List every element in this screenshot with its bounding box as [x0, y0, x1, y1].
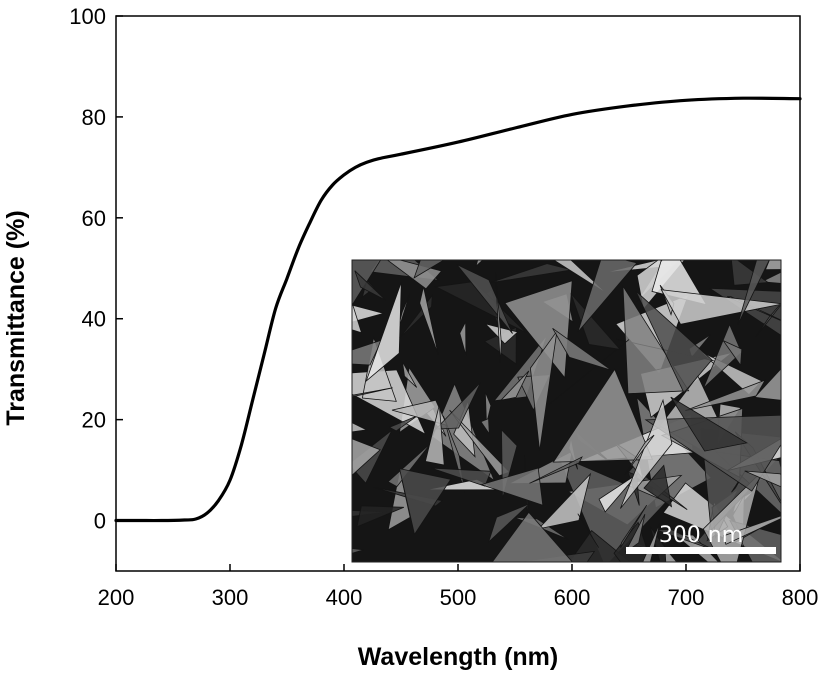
sem-facet — [598, 473, 639, 513]
sem-facet — [642, 523, 661, 562]
y-axis-ticks — [116, 15, 123, 522]
sem-facet — [755, 302, 781, 337]
sem-facet — [495, 272, 502, 363]
sem-facet — [723, 515, 781, 545]
sem-inset-image — [301, 206, 781, 599]
sem-facet — [529, 456, 583, 484]
x-axis-ticks — [115, 564, 801, 571]
sem-inset-border — [351, 259, 782, 563]
sem-facet — [365, 281, 402, 383]
x-tick-label: 600 — [554, 585, 591, 610]
sem-facet — [643, 464, 673, 508]
sem-facet — [386, 260, 443, 290]
sem-facet — [352, 339, 383, 366]
y-tick-label: 0 — [94, 509, 106, 534]
x-axis-title: Wavelength (nm) — [358, 643, 558, 671]
sem-facet — [552, 368, 653, 463]
sem-facet — [419, 286, 439, 355]
sem-facet — [744, 470, 781, 488]
x-tick-label: 800 — [782, 585, 819, 610]
sem-facet — [484, 391, 492, 425]
sem-facet — [301, 503, 317, 599]
sem-facet — [352, 301, 363, 334]
sem-facet — [660, 289, 781, 325]
sem-facet — [499, 370, 530, 401]
sem-facet — [336, 474, 350, 529]
sem-facet — [475, 260, 484, 268]
sem-facet — [352, 387, 393, 398]
sem-facet — [391, 399, 448, 427]
sem-facet — [352, 548, 364, 554]
y-axis-title: Transmittance (%) — [2, 210, 30, 425]
sem-facet — [504, 280, 573, 379]
sem-facet — [352, 438, 381, 476]
sem-facet — [660, 260, 663, 263]
sem-facet — [624, 434, 655, 476]
sem-facet — [760, 271, 781, 284]
sem-facet — [356, 505, 405, 528]
sem-facet — [354, 270, 387, 301]
y-axis-tick-labels: 0 20 40 60 80 100 — [69, 4, 106, 534]
sem-facet — [537, 472, 592, 530]
y-tick-label: 60 — [82, 206, 106, 231]
sem-facet — [577, 260, 638, 333]
sem-facet — [753, 368, 781, 401]
x-axis-tick-labels: 200 300 400 500 600 700 800 — [98, 585, 819, 610]
sem-facet — [487, 503, 531, 544]
x-tick-label: 300 — [212, 585, 249, 610]
sem-facet — [484, 323, 519, 345]
sem-facet — [352, 422, 368, 433]
sem-facet — [337, 206, 374, 259]
sem-facet — [489, 263, 572, 284]
sem-facet — [491, 511, 573, 562]
sem-facet — [434, 382, 481, 430]
sem-facet — [722, 339, 743, 367]
sem-facet — [388, 415, 418, 432]
sem-facet — [685, 379, 767, 411]
y-tick-label: 100 — [69, 4, 106, 29]
sem-facet — [304, 517, 341, 591]
sem-facet — [529, 330, 558, 451]
sem-facet — [402, 361, 418, 388]
y-tick-label: 80 — [82, 105, 106, 130]
sem-facet — [431, 467, 492, 487]
sem-facet — [620, 504, 648, 548]
sem-facet — [670, 396, 748, 452]
sem-facet — [398, 468, 452, 536]
x-tick-label: 700 — [668, 585, 705, 610]
sem-facet — [553, 260, 608, 294]
sem-facet — [549, 339, 630, 405]
sem-facet — [479, 467, 544, 506]
sem-facet — [764, 260, 781, 271]
sem-facet — [424, 404, 445, 466]
y-tick-label: 40 — [82, 307, 106, 332]
sem-facet — [387, 442, 432, 488]
sem-facet — [480, 418, 490, 436]
scale-bar-label: 300 nm — [659, 523, 743, 548]
scale-bar — [626, 547, 776, 554]
x-tick-label: 400 — [326, 585, 363, 610]
sem-facet — [737, 260, 770, 326]
sem-facet — [655, 529, 717, 552]
transmittance-line — [114, 96, 802, 523]
sem-facet — [635, 290, 713, 394]
sem-facet — [413, 260, 445, 279]
sem-facet — [496, 222, 529, 241]
sem-facet — [620, 398, 673, 509]
x-tick-label: 200 — [98, 585, 135, 610]
sem-facet — [577, 513, 599, 548]
sem-facet — [552, 327, 612, 371]
sem-facet — [703, 323, 742, 389]
sem-facet — [570, 293, 622, 350]
sem-facet — [459, 321, 467, 356]
y-tick-label: 20 — [82, 408, 106, 433]
x-tick-label: 500 — [440, 585, 477, 610]
